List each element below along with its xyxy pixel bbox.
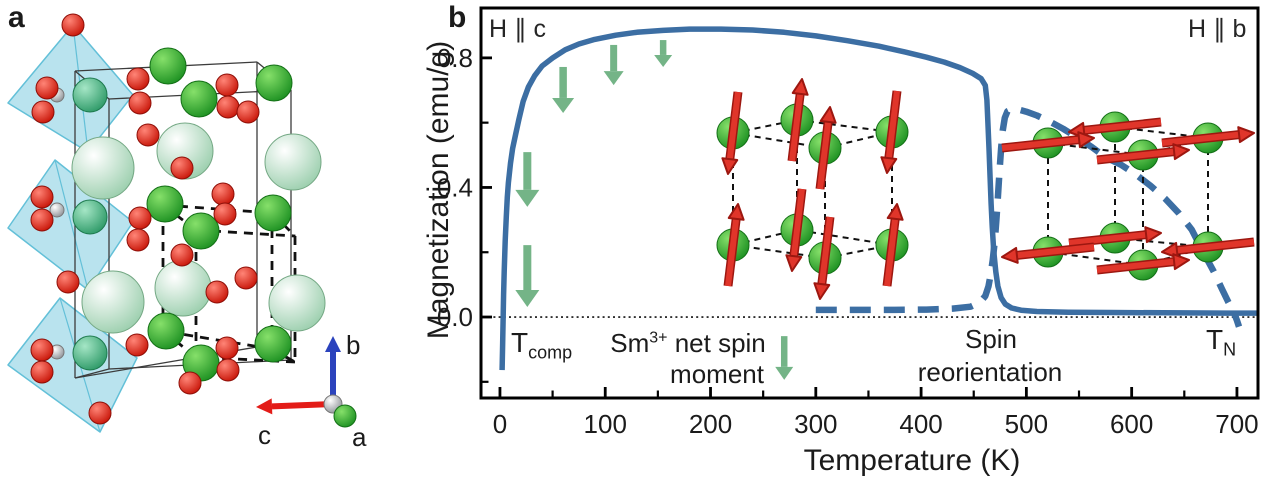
panel-a-label: a xyxy=(8,1,25,34)
x-axis-title: Temperature (K) xyxy=(803,444,1021,477)
svg-text:0: 0 xyxy=(493,409,507,439)
field-label-h-parallel-b: H ∥ b xyxy=(1188,15,1247,43)
gizmo-label-b: b xyxy=(346,330,361,360)
curve-h-parallel-c xyxy=(499,26,1257,371)
sm-moment-arrows xyxy=(515,40,794,380)
y-axis-title: Magnetization (emu/g) xyxy=(422,40,455,340)
svg-text:600: 600 xyxy=(1110,409,1153,439)
inset-spin-structure-right xyxy=(1001,111,1255,281)
plot-axes: 0 100 200 300 400 500 600 700 0.0 0.4 0.8 xyxy=(437,6,1260,439)
magnetization-plot xyxy=(483,26,1257,380)
gizmo-label-c: c xyxy=(258,420,271,450)
svg-text:200: 200 xyxy=(689,409,732,439)
svg-text:0.8: 0.8 xyxy=(437,43,473,73)
svg-text:0.4: 0.4 xyxy=(437,172,473,202)
tn-sub: N xyxy=(1223,339,1237,360)
svg-text:300: 300 xyxy=(794,409,837,439)
tn-label: TN xyxy=(1206,326,1236,359)
svg-text:400: 400 xyxy=(899,409,942,439)
crystal-structure xyxy=(7,13,357,433)
tn-main: T xyxy=(1206,324,1224,355)
svg-text:500: 500 xyxy=(1005,409,1048,439)
field-label-h-parallel-c: H ∥ c xyxy=(489,15,546,43)
sm-moment-caption-line1: Sm3+ net spin xyxy=(610,328,766,358)
tcomp-main: T xyxy=(511,327,529,358)
tcomp-sub: comp xyxy=(528,342,573,363)
tcomp-label: Tcomp xyxy=(511,329,572,362)
spin-reorientation-caption-line2: reorientation xyxy=(917,357,1063,387)
spin-reorientation-caption-line1: Spin xyxy=(964,324,1018,354)
curve-h-parallel-b xyxy=(815,106,1243,328)
svg-text:100: 100 xyxy=(584,409,627,439)
sm-moment-caption-line2: moment xyxy=(670,359,764,389)
inset-spin-structure-left xyxy=(716,78,909,300)
svg-text:700: 700 xyxy=(1215,409,1258,439)
gizmo-label-a: a xyxy=(352,422,367,452)
axes-gizmo xyxy=(256,336,357,428)
panel-b-label: b xyxy=(448,1,467,34)
svg-text:0.0: 0.0 xyxy=(437,302,473,332)
